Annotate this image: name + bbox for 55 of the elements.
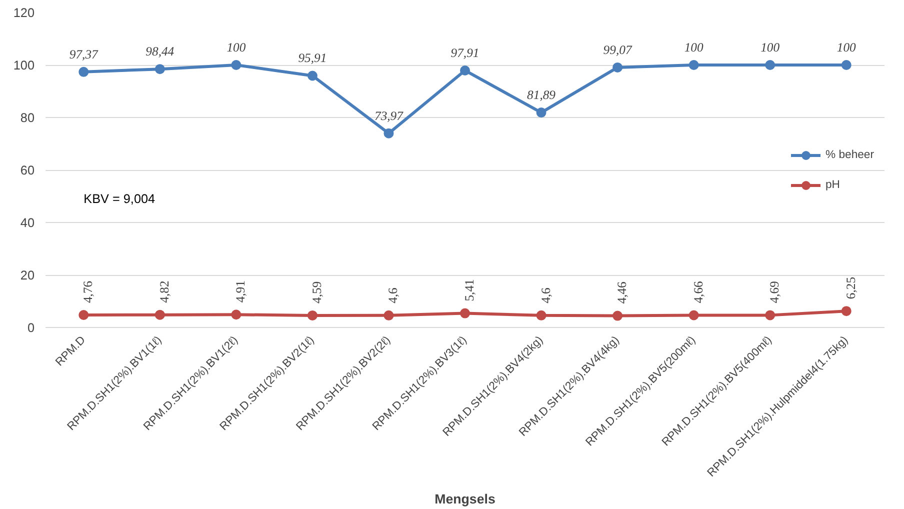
data-label: 4,6 <box>538 288 553 304</box>
data-label: 100 <box>836 40 857 54</box>
point <box>612 62 623 72</box>
data-label: 4,66 <box>691 281 706 304</box>
data-label: 4,46 <box>615 282 630 304</box>
legend-label: % beheer <box>826 148 874 160</box>
point <box>231 60 242 70</box>
point <box>460 65 470 76</box>
point <box>78 66 89 77</box>
point <box>688 310 699 320</box>
x-axis-title: Mengsels <box>434 492 496 507</box>
data-label: 100 <box>760 40 780 54</box>
y-tick-label: 0 <box>27 321 35 335</box>
y-tick-label: 60 <box>20 164 34 178</box>
data-label: 4,91 <box>234 280 248 303</box>
y-tick-label: 120 <box>13 6 35 20</box>
point <box>688 60 699 70</box>
data-label: 97,37 <box>69 47 99 62</box>
data-label: 100 <box>684 40 704 54</box>
point <box>154 64 165 74</box>
data-label: 98,44 <box>146 44 175 59</box>
data-label: 99,07 <box>603 42 632 57</box>
data-label: 4,69 <box>768 281 782 304</box>
point <box>765 60 776 70</box>
point <box>841 60 852 70</box>
point <box>536 108 546 118</box>
data-label: 6,25 <box>844 276 858 300</box>
data-label: 4,6 <box>386 288 400 304</box>
data-label: 4,82 <box>157 280 172 303</box>
data-label: 95,91 <box>298 51 327 66</box>
data-label: 81,89 <box>527 88 556 102</box>
point <box>154 310 165 320</box>
point <box>231 310 242 320</box>
point <box>536 310 546 320</box>
point <box>307 70 318 81</box>
data-label: 4,76 <box>81 280 96 304</box>
data-label: 100 <box>226 40 246 54</box>
legend-label: pH <box>826 178 841 190</box>
data-label: 97,91 <box>450 46 480 60</box>
point <box>384 128 394 138</box>
point <box>78 310 89 320</box>
point <box>307 310 318 320</box>
point <box>841 306 852 316</box>
annotation: KBV = 9,004 <box>84 192 156 206</box>
y-tick-label: 80 <box>20 111 34 125</box>
point <box>384 310 394 320</box>
data-label: 5,41 <box>462 279 476 302</box>
y-tick-label: 40 <box>20 216 34 230</box>
data-label: 73,97 <box>374 108 404 123</box>
data-label: 4,59 <box>310 281 324 304</box>
point <box>612 310 623 321</box>
y-tick-label: 20 <box>20 268 34 282</box>
y-tick-label: 100 <box>13 58 35 72</box>
point <box>765 310 776 320</box>
point <box>460 308 470 318</box>
